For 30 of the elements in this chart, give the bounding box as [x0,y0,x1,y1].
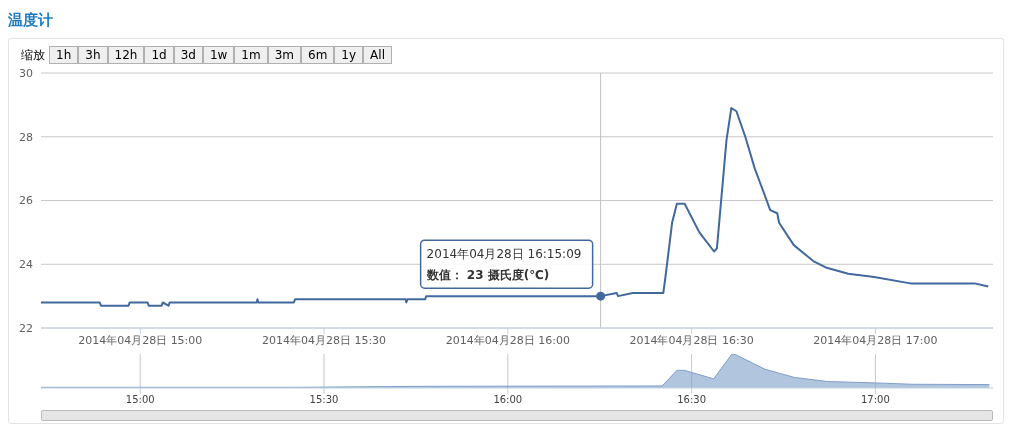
text: 3m [267,46,302,64]
y-tick-label: 26 [19,194,33,208]
x-tick-label: 2014年04月28日 16:00 [445,333,570,347]
y-tick-label: 22 [19,321,33,335]
chart-title: 温度计 [8,10,54,31]
text: All [363,46,392,64]
x-tick-label: 2014年04月28日 16:30 [629,333,754,347]
x-tick-label: 15:00 [125,394,155,406]
x-tick-label: 15:30 [309,394,339,406]
text: 缩放 [21,46,45,64]
line-series [41,107,990,307]
text: 1d [144,46,174,64]
text: 1w [202,46,235,64]
text: 3d [173,46,203,64]
x-tick-label: 2014年04月28日 17:00 [813,333,938,347]
y-tick-label: 28 [19,130,33,144]
x-tick-label: 16:30 [677,394,707,406]
annotation: 2014年04月28日 16:15:09 数值： 23 摄氏度(℃) [425,247,582,283]
text: 6m [301,46,335,64]
text: 12h [107,46,145,64]
x-tick-label: 17:00 [860,394,890,406]
y-tick-label: 24 [19,258,33,272]
text: 1y [334,46,364,64]
text: 1m [234,46,268,64]
x-tick-label: 2014年04月28日 15:30 [261,333,387,347]
text: 3h [78,46,108,64]
x-tick-label: 16:00 [493,394,523,406]
text: 1h [49,46,79,64]
y-tick-label: 30 [19,66,33,80]
x-tick-label: 2014年04月28日 15:00 [78,333,203,347]
